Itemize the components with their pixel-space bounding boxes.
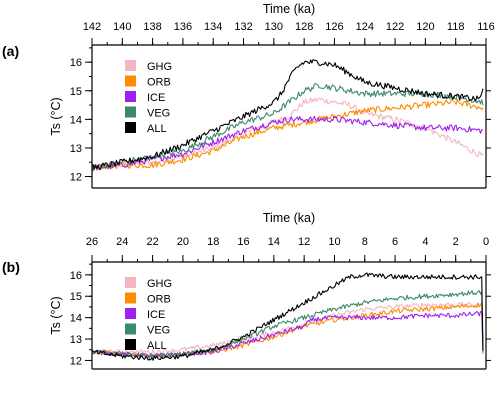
x-tick-label: 136 — [174, 21, 192, 33]
legend-label-ice: ICE — [147, 309, 165, 321]
x-tick-label: 22 — [146, 236, 158, 248]
panel-label: (a) — [2, 43, 19, 59]
x-tick-label: 124 — [356, 21, 374, 33]
y-tick-label: 14 — [70, 313, 82, 325]
x-tick-label: 120 — [416, 21, 434, 33]
legend-swatch-orb — [125, 75, 136, 87]
x-tick-label: 20 — [177, 236, 189, 248]
x-tick-label: 2 — [453, 236, 459, 248]
y-tick-label: 12 — [70, 172, 82, 184]
legend-label-orb: ORB — [147, 294, 171, 306]
legend-label-all: ALL — [147, 340, 167, 352]
y-tick-label: 16 — [70, 57, 82, 69]
series-line-orb — [91, 98, 484, 171]
y-tick-label: 16 — [70, 270, 82, 282]
series-line-ice — [91, 311, 484, 359]
legend-label-ghg: GHG — [147, 61, 172, 73]
x-tick-label: 134 — [204, 21, 222, 33]
panel-label: (b) — [2, 259, 20, 275]
panel-a: 142 140 138 136 134 132 130 128 126 124 122 120 118 1… — [2, 2, 495, 189]
y-tick-label: 13 — [70, 334, 82, 346]
x-tick-label: 116 — [477, 21, 495, 33]
y-tick-label: 15 — [70, 291, 82, 303]
x-tick-label: 0 — [483, 236, 489, 248]
y-axis-title: Ts (°C) — [49, 97, 63, 135]
x-tick-label: 14 — [268, 236, 280, 248]
legend-swatch-ghg — [125, 60, 136, 71]
x-tick-label: 130 — [265, 21, 283, 33]
x-tick-label: 142 — [83, 21, 101, 33]
x-axis-title: Time (ka) — [263, 2, 315, 16]
x-tick-label: 4 — [422, 236, 428, 248]
legend-swatch-all — [125, 339, 136, 350]
x-tick-label: 24 — [116, 236, 128, 248]
series-line-all — [91, 59, 484, 170]
x-axis-title: Time (ka) — [263, 211, 315, 225]
x-tick-label: 6 — [392, 236, 398, 248]
x-tick-label: 118 — [447, 21, 465, 33]
legend-label-veg: VEG — [147, 325, 170, 337]
legend-label-ghg: GHG — [147, 278, 172, 290]
series-group — [91, 272, 484, 361]
x-tick-label: 10 — [328, 236, 340, 248]
legend-swatch-veg — [125, 106, 136, 118]
legend: GHG ORB ICE VEG ALL — [125, 60, 172, 135]
x-tick-label: 140 — [113, 21, 131, 33]
x-tick-label: 12 — [298, 236, 310, 248]
legend-label-ice: ICE — [147, 92, 165, 104]
legend-swatch-orb — [125, 292, 136, 304]
series-group — [91, 59, 484, 172]
series-line-all — [91, 272, 484, 361]
series-line-ghg — [91, 97, 484, 170]
y-tick-label: 15 — [70, 86, 82, 98]
legend-label-all: ALL — [147, 123, 167, 135]
x-tick-label: 8 — [362, 236, 368, 248]
y-tick-label: 12 — [70, 355, 82, 367]
legend-label-orb: ORB — [147, 77, 171, 89]
legend-swatch-ghg — [125, 277, 136, 288]
x-tick-label: 16 — [237, 236, 249, 248]
x-tick-label: 122 — [386, 21, 404, 33]
legend-swatch-ice — [125, 308, 136, 319]
x-tick-label: 26 — [86, 236, 98, 248]
x-tick-label: 138 — [143, 21, 161, 33]
y-axis-title: Ts (°C) — [49, 296, 63, 334]
x-tick-label: 18 — [207, 236, 219, 248]
y-tick-label: 14 — [70, 114, 82, 126]
axes: 142 140 138 136 134 132 130 128 126 124 122 120 118 1… — [70, 21, 495, 189]
legend: GHG ORB ICE VEG ALL — [125, 277, 172, 352]
series-line-ghg — [92, 301, 484, 355]
series-line-ice — [91, 115, 484, 172]
x-tick-label: 132 — [234, 21, 252, 33]
legend-swatch-all — [125, 122, 136, 133]
x-tick-label: 126 — [325, 21, 343, 33]
y-tick-label: 13 — [70, 143, 82, 155]
legend-swatch-ice — [125, 91, 136, 102]
legend-swatch-veg — [125, 323, 136, 335]
legend-label-veg: VEG — [147, 108, 170, 120]
x-tick-label: 128 — [295, 21, 313, 33]
